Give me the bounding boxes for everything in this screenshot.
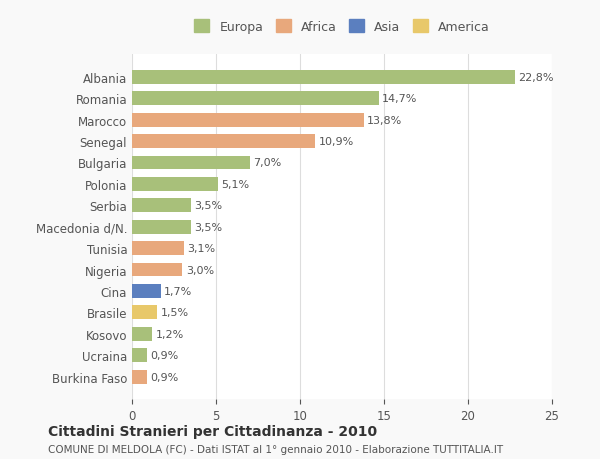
Text: 3,1%: 3,1%: [187, 244, 215, 253]
Bar: [132, 370, 147, 384]
Bar: [132, 263, 182, 277]
Text: 1,2%: 1,2%: [155, 329, 184, 339]
Text: 3,0%: 3,0%: [186, 265, 214, 275]
Text: COMUNE DI MELDOLA (FC) - Dati ISTAT al 1° gennaio 2010 - Elaborazione TUTTITALIA: COMUNE DI MELDOLA (FC) - Dati ISTAT al 1…: [48, 444, 503, 454]
Text: 3,5%: 3,5%: [194, 222, 222, 232]
Text: 3,5%: 3,5%: [194, 201, 222, 211]
Bar: [132, 156, 250, 170]
Text: 5,1%: 5,1%: [221, 179, 249, 190]
Bar: [132, 220, 191, 234]
Text: 1,7%: 1,7%: [164, 286, 192, 296]
Text: Cittadini Stranieri per Cittadinanza - 2010: Cittadini Stranieri per Cittadinanza - 2…: [48, 425, 377, 438]
Text: 13,8%: 13,8%: [367, 115, 403, 125]
Bar: [132, 241, 184, 256]
Text: 10,9%: 10,9%: [319, 137, 354, 147]
Text: 22,8%: 22,8%: [518, 73, 554, 83]
Bar: [132, 306, 157, 319]
Bar: [132, 92, 379, 106]
Bar: [132, 348, 147, 362]
Bar: [132, 199, 191, 213]
Text: 0,9%: 0,9%: [151, 372, 179, 382]
Bar: [132, 178, 218, 191]
Bar: [132, 135, 315, 149]
Bar: [132, 71, 515, 84]
Bar: [132, 284, 161, 298]
Bar: [132, 327, 152, 341]
Text: 1,5%: 1,5%: [161, 308, 188, 318]
Legend: Europa, Africa, Asia, America: Europa, Africa, Asia, America: [191, 17, 493, 38]
Text: 7,0%: 7,0%: [253, 158, 281, 168]
Text: 14,7%: 14,7%: [382, 94, 418, 104]
Bar: [132, 113, 364, 127]
Text: 0,9%: 0,9%: [151, 350, 179, 360]
